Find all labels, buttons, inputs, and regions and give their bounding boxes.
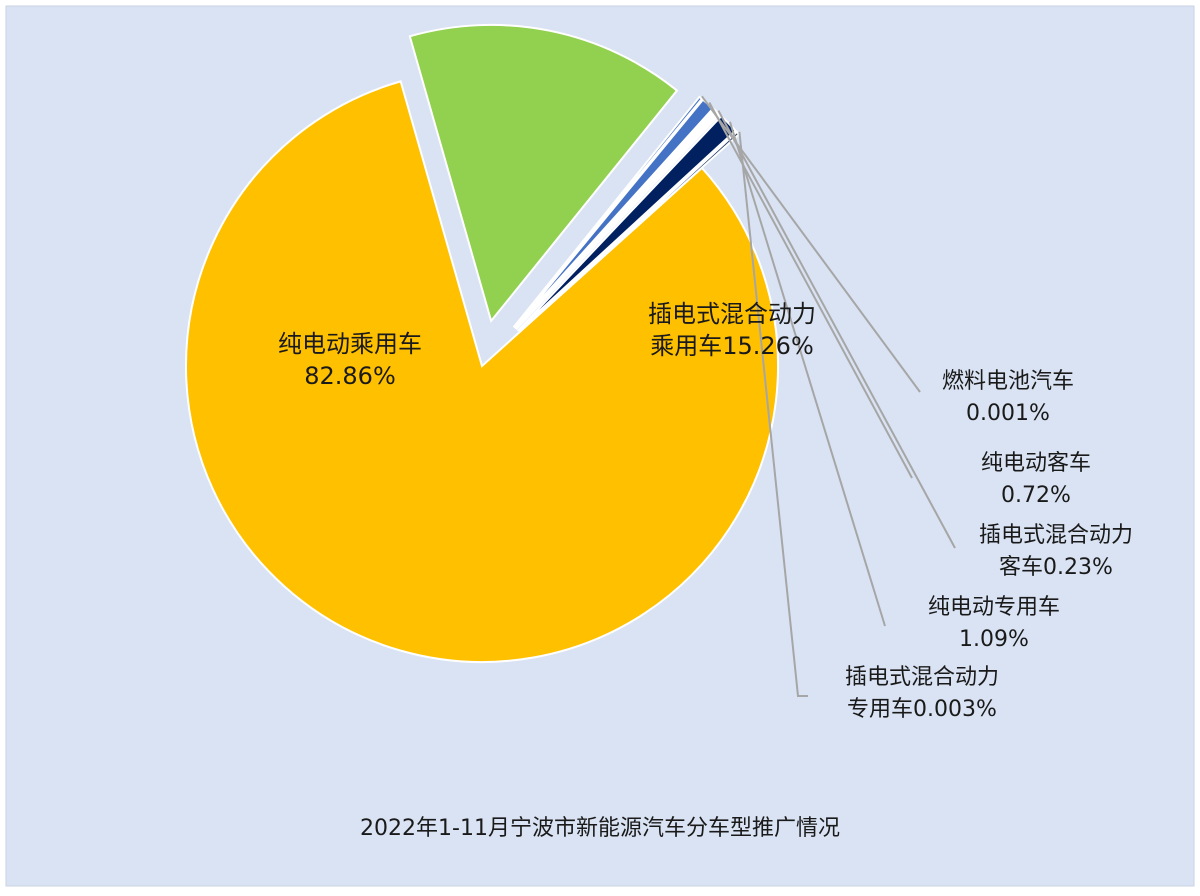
slice-label-3-line-0: 纯电动客车 bbox=[981, 451, 1091, 476]
slice-label-5-line-0: 纯电动专用车 bbox=[928, 595, 1060, 620]
slice-label-4-line-1: 客车0.23% bbox=[999, 555, 1113, 580]
slice-label-6-line-0: 插电式混合动力 bbox=[845, 665, 999, 690]
pie-slice-0 bbox=[185, 80, 779, 663]
slice-label-1: 插电式混合动力乘用车15.26% bbox=[648, 300, 816, 360]
chart-title: 2022年1-11月宁波市新能源汽车分车型推广情况 bbox=[360, 816, 840, 841]
leader-line-5 bbox=[729, 121, 886, 627]
labels-layer: 纯电动乘用车 82.86%插电式混合动力乘用车15.26%燃料电池汽车 0.001%… bbox=[278, 300, 1133, 722]
slice-label-4-line-0: 插电式混合动力 bbox=[979, 523, 1133, 548]
slice-label-3: 纯电动客车 0.72% bbox=[981, 451, 1091, 508]
pie-slice-1 bbox=[408, 23, 679, 324]
slice-label-5-line-1: 1.09% bbox=[959, 627, 1029, 652]
slice-label-0-line-0: 纯电动乘用车 bbox=[278, 330, 422, 358]
slice-label-0: 纯电动乘用车 82.86% bbox=[278, 330, 422, 390]
slice-label-1-line-0: 插电式混合动力 bbox=[648, 300, 816, 328]
leader-line-6 bbox=[738, 131, 808, 697]
slice-label-3-line-1: 0.72% bbox=[1001, 483, 1071, 508]
slice-label-1-line-1: 乘用车15.26% bbox=[650, 332, 814, 360]
slice-label-6-line-1: 专用车0.003% bbox=[847, 697, 997, 722]
leader-line-4 bbox=[717, 110, 956, 549]
slice-label-4: 插电式混合动力客车0.23% bbox=[979, 523, 1133, 580]
slice-label-2: 燃料电池汽车 0.001% bbox=[942, 369, 1074, 426]
slice-label-2-line-1: 0.001% bbox=[966, 401, 1050, 426]
leader-lines bbox=[701, 95, 956, 697]
slice-label-5: 纯电动专用车 1.09% bbox=[928, 595, 1060, 652]
slice-label-2-line-0: 燃料电池汽车 bbox=[942, 369, 1074, 394]
pie-slice-2 bbox=[512, 95, 704, 328]
slice-label-0-line-1: 82.86% bbox=[304, 362, 396, 390]
slice-label-6: 插电式混合动力专用车0.003% bbox=[845, 665, 999, 722]
